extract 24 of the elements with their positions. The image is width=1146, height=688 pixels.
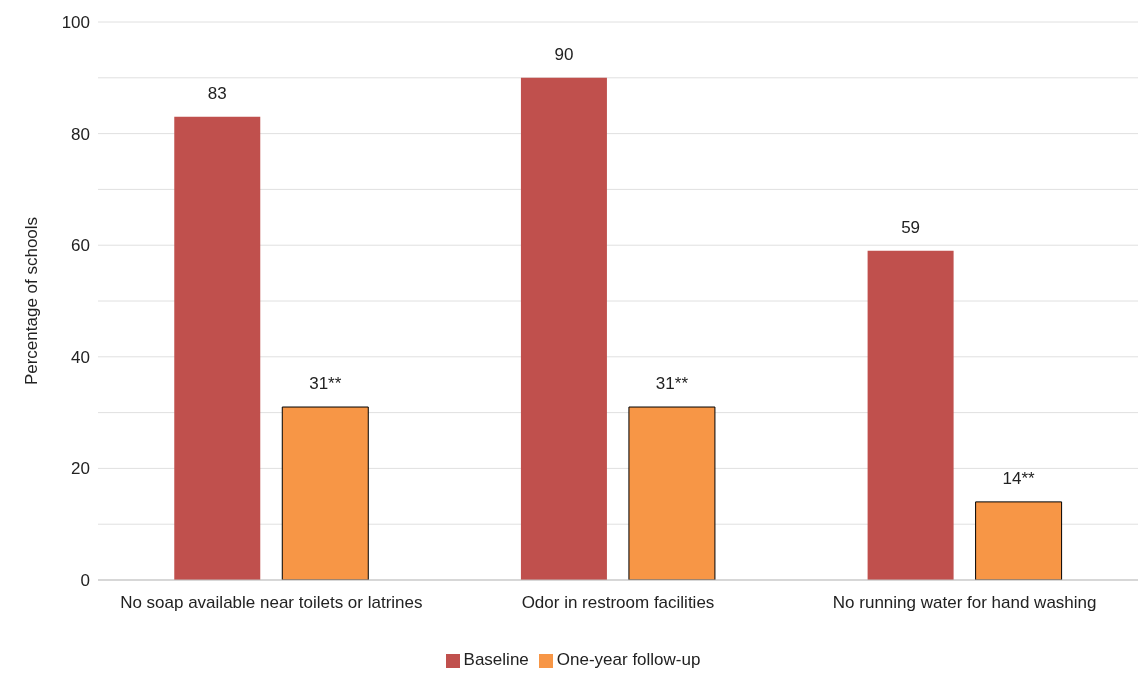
x-tick-label: Odor in restroom facilities [521, 593, 715, 613]
y-tick-label: 20 [71, 459, 90, 479]
y-axis-title: Percentage of schools [22, 216, 42, 386]
bar [281, 406, 369, 580]
data-label: 90 [554, 44, 574, 64]
legend-label: One-year follow-up [556, 650, 701, 669]
y-tick-label: 80 [71, 124, 90, 144]
x-tick-label: No soap available near toilets or latrines [120, 593, 423, 613]
y-tick-label: 0 [80, 571, 90, 591]
bar [975, 501, 1063, 580]
bar [174, 116, 261, 580]
data-label: 31** [655, 374, 689, 394]
data-label: 31** [309, 374, 342, 394]
data-label: 14** [1002, 468, 1036, 488]
bar [867, 250, 954, 580]
data-label: 59 [901, 217, 921, 237]
legend-label: Baseline [463, 650, 529, 669]
bar [628, 406, 716, 580]
x-tick-label: No running water for hand washing [832, 593, 1097, 613]
y-tick-label: 40 [71, 347, 90, 367]
data-label: 83 [207, 83, 227, 103]
bar [520, 77, 607, 580]
y-tick-label: 100 [61, 13, 90, 33]
y-tick-label: 60 [71, 236, 90, 256]
